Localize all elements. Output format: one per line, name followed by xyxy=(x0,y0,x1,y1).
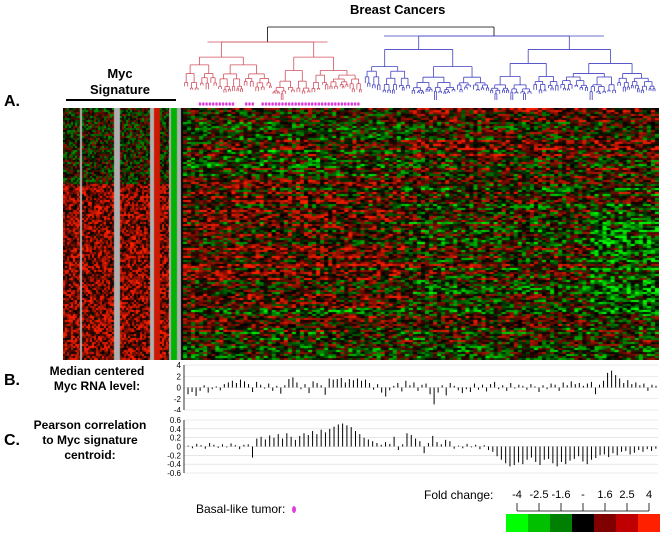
basal-marker xyxy=(334,102,337,106)
figure-title: Breast Cancers xyxy=(350,2,446,17)
basal-marker xyxy=(261,102,265,106)
basal-marker xyxy=(294,102,298,106)
fold-change-tick-label: 1.6 xyxy=(597,489,612,501)
basal-marker xyxy=(205,102,208,106)
fold-change-swatch xyxy=(506,514,528,532)
panel-b-label-line1: Median centered xyxy=(49,364,145,378)
myc-rna-tick-label: -4 xyxy=(174,406,182,412)
basal-marker xyxy=(251,102,255,106)
pearson-tick-label: 0 xyxy=(177,443,182,452)
basal-marker xyxy=(301,102,304,106)
basal-marker xyxy=(248,102,251,106)
fold-change-label: Fold change: xyxy=(424,488,494,502)
basal-marker xyxy=(208,102,212,106)
basal-marker xyxy=(307,102,311,106)
basal-marker xyxy=(281,102,284,106)
basal-marker xyxy=(324,102,327,106)
expression-heatmap xyxy=(63,108,659,360)
panel-c-label-line3: centroid: xyxy=(64,448,116,462)
basal-legend-label: Basal-like tumor: xyxy=(196,502,286,516)
signature-title-line2: Signature xyxy=(90,82,150,97)
pearson-tick-label: -0.6 xyxy=(167,469,181,477)
pearson-correlation-chart: 0.60.40.20-0.2-0.4-0.6 xyxy=(167,416,658,477)
signature-underline xyxy=(66,99,176,101)
fold-change-tick-label: -2.5 xyxy=(530,489,549,501)
pearson-tick-label: 0.2 xyxy=(170,434,182,443)
basal-marker xyxy=(284,102,288,106)
panel-b-label: Median centered Myc RNA level: xyxy=(36,364,158,394)
fold-change-tick-label: 4 xyxy=(646,489,652,501)
basal-marker xyxy=(218,102,222,106)
fold-change-tick-label: -4 xyxy=(512,489,522,501)
basal-marker xyxy=(327,102,331,106)
basal-marker xyxy=(221,102,225,106)
fold-change-tick-label: 2.5 xyxy=(619,489,634,501)
pearson-tick-label: -0.2 xyxy=(167,451,181,460)
myc-rna-tick-label: 0 xyxy=(177,384,182,393)
fold-change-tick-label: -1.6 xyxy=(552,489,571,501)
basal-marker xyxy=(228,102,231,106)
basal-marker xyxy=(202,102,205,106)
basal-marker xyxy=(310,102,314,106)
basal-marker xyxy=(297,102,301,106)
myc-rna-tick-label: -2 xyxy=(174,395,182,404)
fold-change-swatch xyxy=(594,514,616,532)
fold-change-scale: -4 -2.5 -1.6-1.6 2.5 4 xyxy=(506,489,660,532)
pearson-tick-label: -0.4 xyxy=(167,460,181,469)
basal-marker xyxy=(347,102,350,106)
pearson-tick-label: 0.4 xyxy=(170,425,182,434)
fold-change-swatch xyxy=(572,514,594,532)
basal-marker xyxy=(330,102,334,106)
panel-b-label-line2: Myc RNA level: xyxy=(53,379,141,393)
basal-marker xyxy=(198,102,202,106)
myc-rna-level-chart: 4 2 0 -2 -4 xyxy=(174,361,658,412)
fold-change-swatch xyxy=(550,514,572,532)
basal-marker xyxy=(314,102,317,106)
fold-change-tick-label: - xyxy=(581,489,585,501)
basal-marker xyxy=(244,102,248,106)
basal-marker xyxy=(268,102,271,106)
panel-c-label-line1: Pearson correlation xyxy=(33,418,147,432)
basal-marker xyxy=(225,102,228,106)
fold-change-swatch xyxy=(616,514,638,532)
basal-marker xyxy=(264,102,268,106)
fold-change-swatch xyxy=(638,514,660,532)
panel-c-letter: C. xyxy=(4,432,20,449)
basal-legend: Basal-like tumor: xyxy=(196,502,296,516)
basal-marker xyxy=(277,102,281,106)
myc-rna-tick-label: 4 xyxy=(177,361,182,370)
panel-c-label-line2: to Myc signature xyxy=(42,433,138,447)
basal-marker xyxy=(337,102,340,106)
fold-change-swatch xyxy=(528,514,550,532)
pearson-tick-label: 0.6 xyxy=(170,416,182,425)
cluster-dendrogram xyxy=(184,26,656,106)
basal-marker xyxy=(291,102,294,106)
basal-marker xyxy=(231,102,235,106)
signature-title-line1: Myc xyxy=(107,66,133,81)
basal-marker xyxy=(353,102,357,106)
basal-marker xyxy=(343,102,347,106)
myc-rna-tick-label: 2 xyxy=(177,372,182,381)
basal-marker xyxy=(340,102,344,106)
basal-marker xyxy=(287,102,291,106)
basal-marker xyxy=(350,102,354,106)
panel-a-letter: A. xyxy=(4,93,20,110)
signature-title: Myc Signature xyxy=(82,66,158,98)
panel-b-letter: B. xyxy=(4,372,20,389)
panel-c-label: Pearson correlation to Myc signature cen… xyxy=(30,418,150,463)
basal-marker xyxy=(215,102,218,106)
basal-marker-icon xyxy=(291,506,296,514)
basal-marker xyxy=(304,102,307,106)
basal-marker xyxy=(320,102,324,106)
basal-marker xyxy=(357,102,360,106)
basal-marker xyxy=(317,102,321,106)
basal-marker xyxy=(274,102,278,106)
basal-marker xyxy=(211,102,215,106)
basal-marker xyxy=(271,102,274,106)
